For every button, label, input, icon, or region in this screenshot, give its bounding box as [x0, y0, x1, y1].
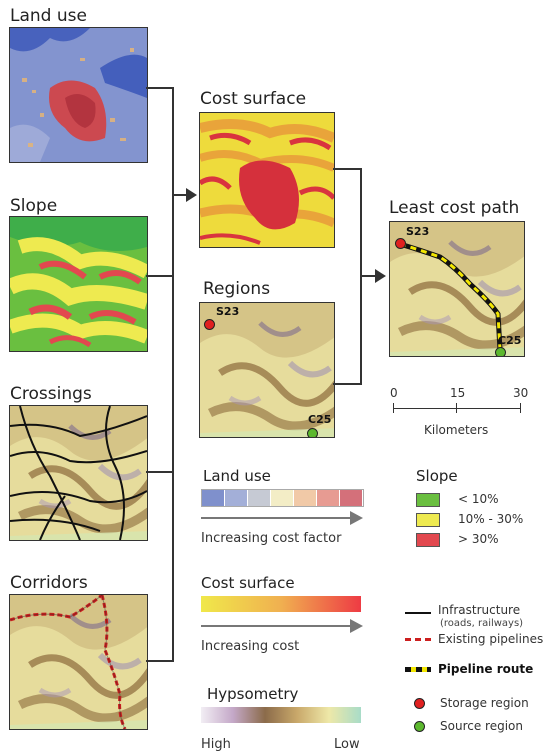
land-use-color-bar [201, 489, 364, 507]
regions-s23-label: S23 [216, 305, 240, 318]
source-marker [495, 347, 506, 356]
land-use-caption: Increasing cost factor [201, 531, 342, 546]
legend-slope-title: Slope [416, 467, 458, 485]
connector [333, 168, 361, 170]
increasing-arrow-head [350, 619, 363, 633]
slope-label-mid: 10% - 30% [458, 512, 524, 526]
infrastructure-note: (roads, railways) [440, 618, 524, 629]
land-use-color-segment [225, 490, 248, 506]
scale-bar [393, 408, 521, 409]
slope-swatch-low [416, 493, 440, 507]
regions-title: Regions [203, 279, 271, 299]
crossings-title: Crossings [10, 384, 92, 404]
increasing-arrow-head [350, 511, 363, 525]
cost-surface-map [199, 112, 335, 248]
pipelines-label: Existing pipelines [438, 632, 544, 646]
land-use-color-segment [317, 490, 340, 506]
hypsometry-high: High [201, 737, 231, 752]
path-c25-label: C25 [498, 334, 522, 347]
scale-unit: Kilometers [424, 423, 489, 437]
connector [146, 471, 173, 473]
regions-c25-label: C25 [308, 413, 332, 426]
cost-caption: Increasing cost [201, 639, 300, 654]
scale-tick-0: 0 [390, 386, 398, 400]
increasing-arrow-line [201, 517, 351, 519]
slope-label-low: < 10% [458, 492, 499, 506]
land-use-color-segment [248, 490, 271, 506]
slope-map [9, 216, 148, 352]
land-use-map [9, 27, 148, 163]
hypsometry-color-bar [201, 707, 361, 723]
storage-marker [395, 238, 406, 249]
storage-label: Storage region [440, 696, 529, 710]
route-line-symbol [405, 667, 431, 672]
cost-color-bar [201, 596, 361, 612]
infrastructure-label: Infrastructure [438, 603, 521, 617]
land-use-color-segment [340, 490, 363, 506]
land-use-color-segment [271, 490, 294, 506]
increasing-arrow-line [201, 625, 351, 627]
land-use-color-segment [294, 490, 317, 506]
source-marker [307, 428, 318, 437]
infrastructure-line-symbol [405, 612, 431, 614]
connector [360, 275, 376, 277]
storage-legend-marker [414, 698, 425, 709]
land-use-color-segment [202, 490, 225, 506]
scale-bar-tick [393, 403, 394, 413]
crossings-map [9, 405, 148, 541]
arrow-head [375, 269, 386, 283]
least-cost-path-title: Least cost path [389, 198, 520, 218]
land-use-title: Land use [10, 6, 87, 26]
connector [146, 660, 173, 662]
source-label: Source region [440, 719, 523, 733]
corridors-map [9, 594, 148, 730]
cost-surface-title: Cost surface [200, 89, 307, 109]
legend-hypsometry-title: Hypsometry [207, 685, 299, 703]
scale-tick-15: 15 [450, 386, 466, 400]
slope-label-high: > 30% [458, 532, 499, 546]
slope-title: Slope [10, 196, 58, 216]
least-cost-path-map: S23 C25 [389, 221, 525, 357]
scale-bar-tick [456, 403, 457, 413]
hypsometry-low: Low [334, 737, 360, 752]
scale-tick-30: 30 [513, 386, 529, 400]
scale-bar-tick [520, 403, 521, 413]
slope-swatch-mid [416, 513, 440, 527]
connector [172, 87, 174, 662]
connector [172, 194, 188, 196]
legend-cost-title: Cost surface [201, 574, 295, 592]
storage-marker [204, 319, 215, 330]
regions-map: S23 C25 [199, 302, 335, 438]
legend-land-use-title: Land use [203, 467, 271, 485]
corridors-title: Corridors [10, 573, 88, 593]
route-label: Pipeline route [438, 662, 534, 676]
pipelines-line-symbol [405, 638, 431, 641]
arrow-head [186, 188, 197, 202]
connector [146, 87, 173, 89]
source-legend-marker [414, 721, 425, 732]
slope-swatch-high [416, 533, 440, 547]
path-s23-label: S23 [406, 225, 430, 238]
connector [146, 275, 173, 277]
connector [333, 383, 361, 385]
